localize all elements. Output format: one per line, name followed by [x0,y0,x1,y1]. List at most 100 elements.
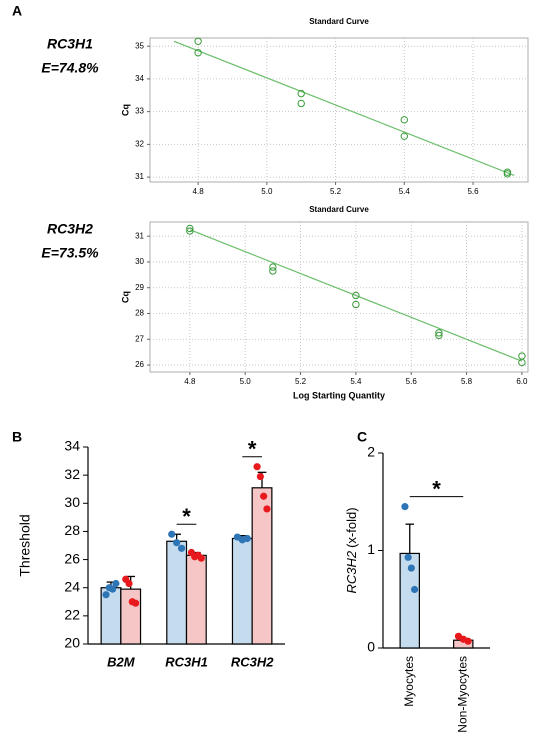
significance-star: * [432,476,441,501]
data-point [518,358,526,367]
data-point [102,591,110,599]
y-axis-label: Cq [120,104,130,116]
y-tick-label: 20 [64,635,80,651]
data-point [297,99,305,108]
chart-title: Standard Curve [309,205,369,214]
data-point [256,472,264,481]
data-point [407,564,415,572]
x-tick-label: 5.4 [350,377,362,386]
y-tick-label: 28 [135,309,144,318]
data-point [263,505,271,513]
x-tick-label: Myocytes [402,656,416,707]
panel-label: A [12,3,22,19]
data-point [410,585,419,594]
x-tick-label: 5.0 [240,377,252,386]
x-tick-label: 5.6 [467,187,479,196]
y-tick-label: 2 [367,444,375,460]
data-point [173,539,181,547]
x-tick-label: 5.4 [399,187,411,196]
x-axis-label: Log Starting Quantity [293,390,385,400]
x-tick-label: 5.8 [461,377,473,386]
y-tick-label: 1 [367,541,375,557]
x-tick-label: 6.0 [516,377,528,386]
y-tick-label: 22 [64,607,80,623]
y-tick-label: 35 [135,41,144,50]
fit-line [189,229,523,362]
data-point [243,534,251,543]
data-point [352,291,360,300]
x-tick-label: 5.2 [295,377,307,386]
efficiency-label: E=73.5% [41,245,99,261]
data-point [197,554,205,562]
x-tick-label: 5.6 [406,377,418,386]
y-axis-label-text: (x-fold) [344,507,359,547]
data-point [518,352,526,360]
significance-star: * [182,504,191,529]
plot-frame [149,37,529,183]
y-tick-label: 27 [135,334,144,343]
y-axis-label: Threshold [17,514,33,576]
data-point [269,267,277,275]
y-tick-label: 31 [135,231,144,240]
y-tick-label: 31 [135,172,144,181]
y-tick-label: 26 [64,550,80,566]
x-tick-label: 5.0 [261,187,273,196]
fit-line [173,40,515,177]
data-point [125,579,133,588]
y-tick-label: 32 [135,139,144,148]
x-tick-label: 5.2 [330,187,342,196]
data-point [186,224,194,233]
bar [185,554,207,645]
data-point [177,544,186,552]
plot-frame [149,221,529,373]
y-tick-label: 34 [135,74,144,83]
data-point [435,331,443,340]
y-tick-label: 32 [64,466,80,482]
y-tick-label: 34 [64,438,80,454]
data-point [186,227,194,235]
x-tick-label: RC3H1 [165,654,208,669]
y-axis-label-italic: RC3H2 [344,550,359,593]
x-tick-label: RC3H2 [231,654,274,669]
data-point [400,132,408,140]
data-point [132,599,140,607]
data-point [112,579,120,588]
x-tick-label: 4.8 [193,187,205,196]
data-point [435,329,443,337]
data-point [260,492,268,500]
x-tick-label: Non-Myocytes [455,656,469,733]
efficiency-label: E=74.8% [41,60,99,76]
y-axis-label: RC3H2 (x-fold) [344,507,359,593]
y-tick-label: 30 [64,494,80,510]
data-point [464,637,472,645]
data-point [253,463,261,471]
y-tick-label: 30 [135,257,144,266]
y-tick-label: 24 [64,578,80,594]
data-point [269,263,277,271]
data-point [297,89,305,98]
data-point [503,170,512,178]
y-tick-label: 33 [135,107,144,116]
bar [120,588,142,645]
data-point [168,530,176,538]
y-tick-label: 29 [135,283,144,292]
data-point [194,37,202,45]
panel-label: B [12,429,22,445]
x-tick-label: B2M [107,654,136,669]
data-point [400,116,408,124]
data-point [109,585,117,593]
y-axis-label: Cq [120,291,130,303]
gene-label: RC3H2 [47,221,93,237]
data-point [401,503,409,511]
gene-label: RC3H1 [47,36,93,52]
y-tick-label: 0 [367,639,375,655]
data-point [404,553,412,561]
data-point [352,300,360,309]
data-point [194,49,202,57]
bar [231,537,253,645]
x-tick-label: 4.8 [184,377,196,386]
chart-title: Standard Curve [309,17,369,26]
y-tick-label: 28 [64,522,80,538]
